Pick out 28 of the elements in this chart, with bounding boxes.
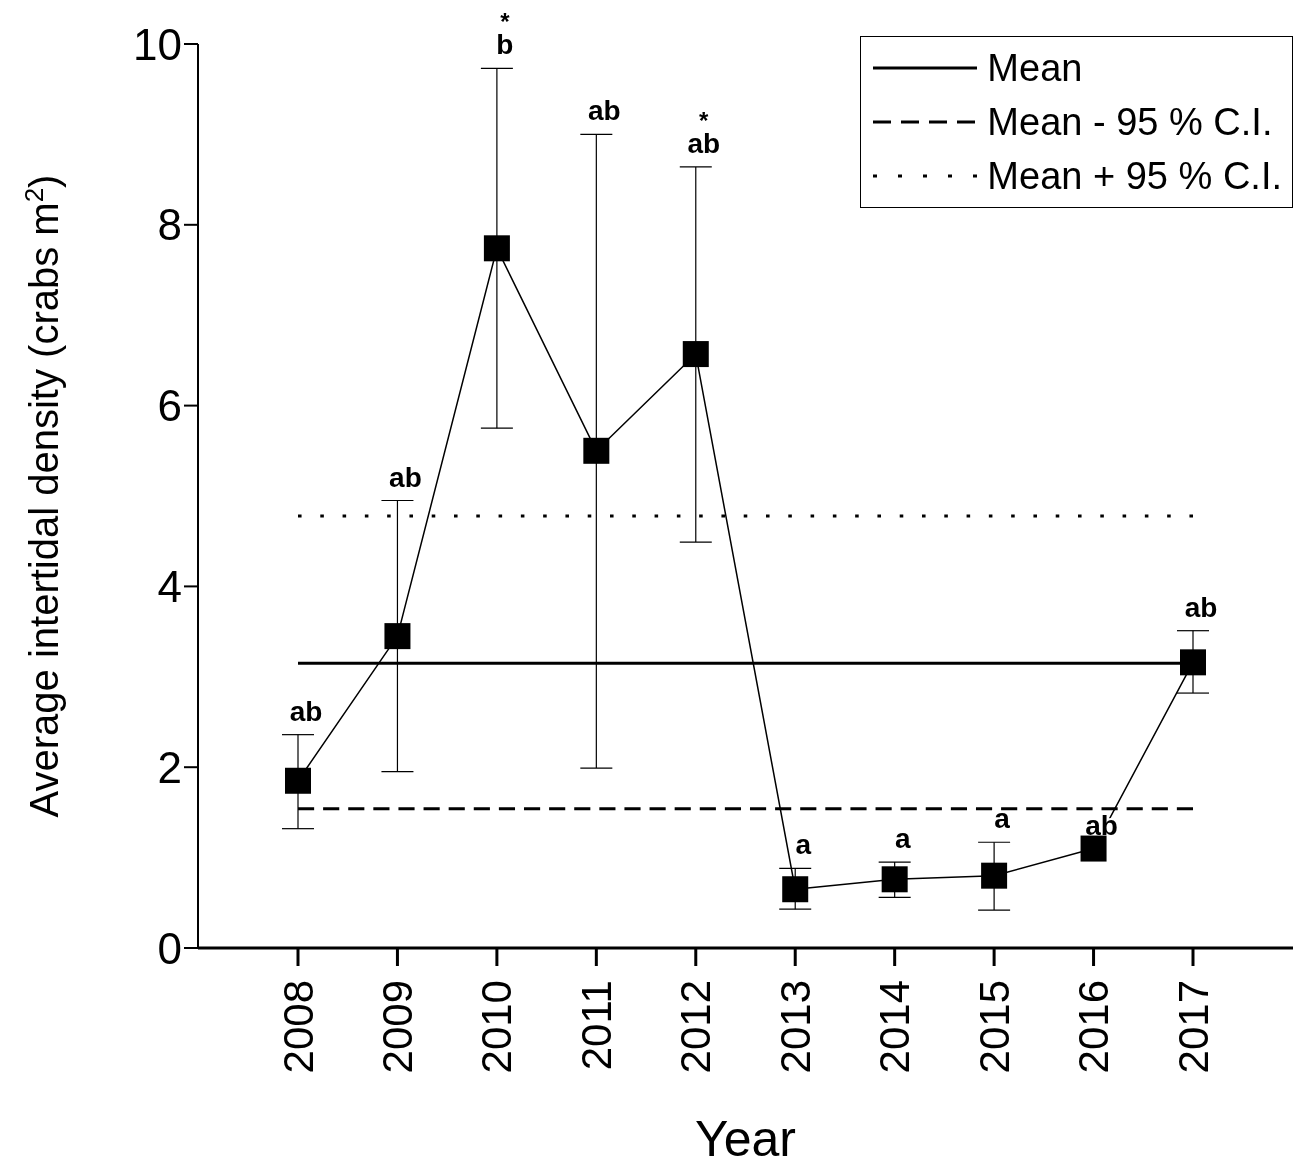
y-tick-label: 10 [133,19,182,69]
x-tick-label: 2010 [473,980,521,1074]
legend-label: Mean + 95 % C.I. [987,154,1282,198]
y-tick-label: 8 [157,200,182,250]
y-tick-label: 0 [157,923,182,973]
y-tick-label: 2 [157,742,182,792]
annotation: a [795,829,812,861]
x-tick-label: 2014 [871,980,919,1074]
annotation: ab [587,95,621,127]
x-tick-label: 2012 [672,980,720,1074]
x-tick-label: 2013 [771,980,819,1074]
x-tick-label: 2008 [274,980,322,1074]
annotation: ab [289,695,323,727]
y-tick-label: 4 [157,562,182,612]
x-tick-label: 2017 [1169,980,1217,1074]
legend-label: Mean [987,46,1083,90]
annotation: ab [1184,591,1218,623]
x-axis-title: Year [694,1111,797,1166]
x-tick-label: 2016 [1070,980,1118,1074]
annotation: b [496,29,514,61]
annotation: a [894,823,911,855]
y-tick-label: 6 [157,381,182,431]
annotation: a [994,803,1011,835]
x-tick-label: 2011 [572,980,620,1071]
legend-label: Mean - 95 % C.I. [987,100,1273,144]
x-tick-label: 2015 [970,980,1018,1074]
annotation: ab [389,461,422,493]
x-tick-label: 2009 [373,980,421,1074]
